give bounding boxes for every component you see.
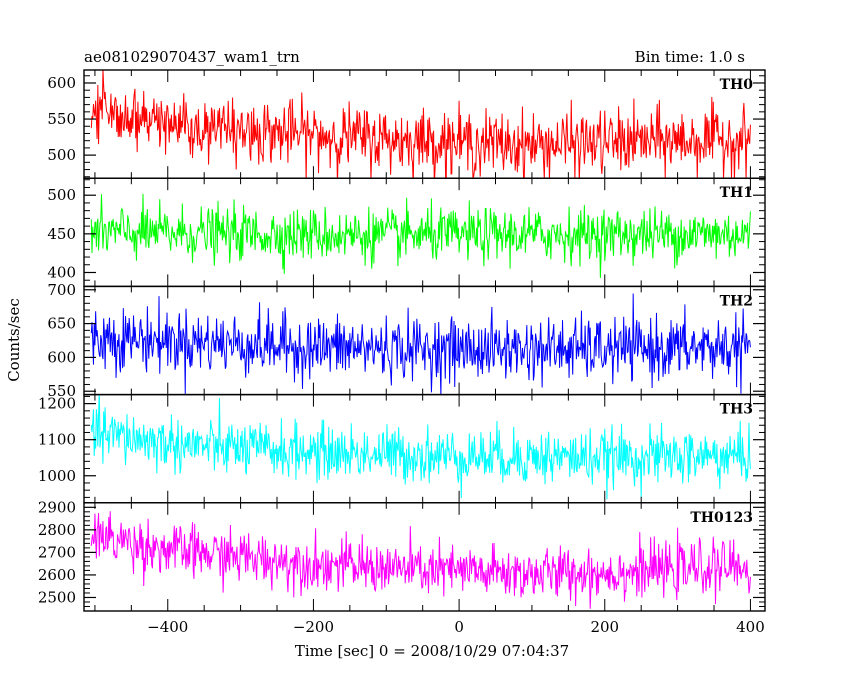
y-tick-label: 700 bbox=[47, 281, 76, 299]
y-tick-label: 1200 bbox=[38, 395, 76, 413]
series-line-th1 bbox=[90, 193, 751, 278]
y-tick-label: 450 bbox=[47, 225, 76, 243]
y-tick-label: 550 bbox=[47, 382, 76, 400]
y-tick-label: 500 bbox=[47, 146, 76, 164]
y-tick-label: 600 bbox=[47, 74, 76, 92]
y-tick-label: 1100 bbox=[38, 431, 76, 449]
x-tick-label: −400 bbox=[147, 618, 188, 636]
panel-frame bbox=[83, 69, 766, 179]
y-tick-label: 600 bbox=[47, 348, 76, 366]
panel-th1: 400 450 500 TH1 bbox=[47, 177, 766, 288]
y-tick-label: 2700 bbox=[38, 543, 76, 561]
panel-th0123: 2500 2600 2700 2800 2900 TH0123 bbox=[38, 498, 766, 612]
panel-label-th2: TH2 bbox=[720, 293, 753, 309]
x-tick-label: 400 bbox=[736, 618, 765, 636]
x-axis-title: Time [sec] 0 = 2008/10/29 07:04:37 bbox=[295, 642, 569, 660]
x-tick-label: −200 bbox=[293, 618, 334, 636]
y-tick-label: 2800 bbox=[38, 521, 76, 539]
y-tick-label: 1000 bbox=[38, 467, 76, 485]
series-line-th3 bbox=[90, 394, 751, 500]
y-tick-label: 650 bbox=[47, 315, 76, 333]
y-tick-label: 550 bbox=[47, 110, 76, 128]
y-tick-label: 400 bbox=[47, 263, 76, 281]
x-axis: −400 −200 0 200 400 bbox=[147, 618, 765, 636]
y-tick-label: 2900 bbox=[38, 498, 76, 516]
chart-subtitle: Bin time: 1.0 s bbox=[635, 48, 745, 66]
panel-th3: 1000 1100 1200 TH3 bbox=[38, 393, 766, 504]
x-tick-label: 0 bbox=[454, 618, 464, 636]
y-tick-label: 2500 bbox=[38, 588, 76, 606]
series-line-th2 bbox=[90, 293, 751, 395]
series-line-th0123 bbox=[90, 511, 751, 609]
y-axis-title: Counts/sec bbox=[5, 298, 23, 382]
x-tick-label: 200 bbox=[590, 618, 619, 636]
panel-th2: 550 600 650 700 TH2 bbox=[47, 281, 766, 400]
y-tick-label: 500 bbox=[47, 186, 76, 204]
panel-label-th0123: TH0123 bbox=[690, 510, 753, 526]
y-tick-label: 2600 bbox=[38, 566, 76, 584]
panel-label-th1: TH1 bbox=[720, 185, 753, 201]
panel-th0: 500 550 600 TH0 bbox=[47, 69, 766, 179]
panels: 500 550 600 TH0 400 450 500 TH1 550 600 650 700 TH2 1… bbox=[38, 69, 766, 612]
panel-label-th0: TH0 bbox=[720, 77, 754, 93]
series-line-th0 bbox=[90, 70, 751, 179]
chart-title: ae081029070437_wam1_trn bbox=[84, 48, 300, 66]
panel-label-th3: TH3 bbox=[720, 402, 753, 418]
